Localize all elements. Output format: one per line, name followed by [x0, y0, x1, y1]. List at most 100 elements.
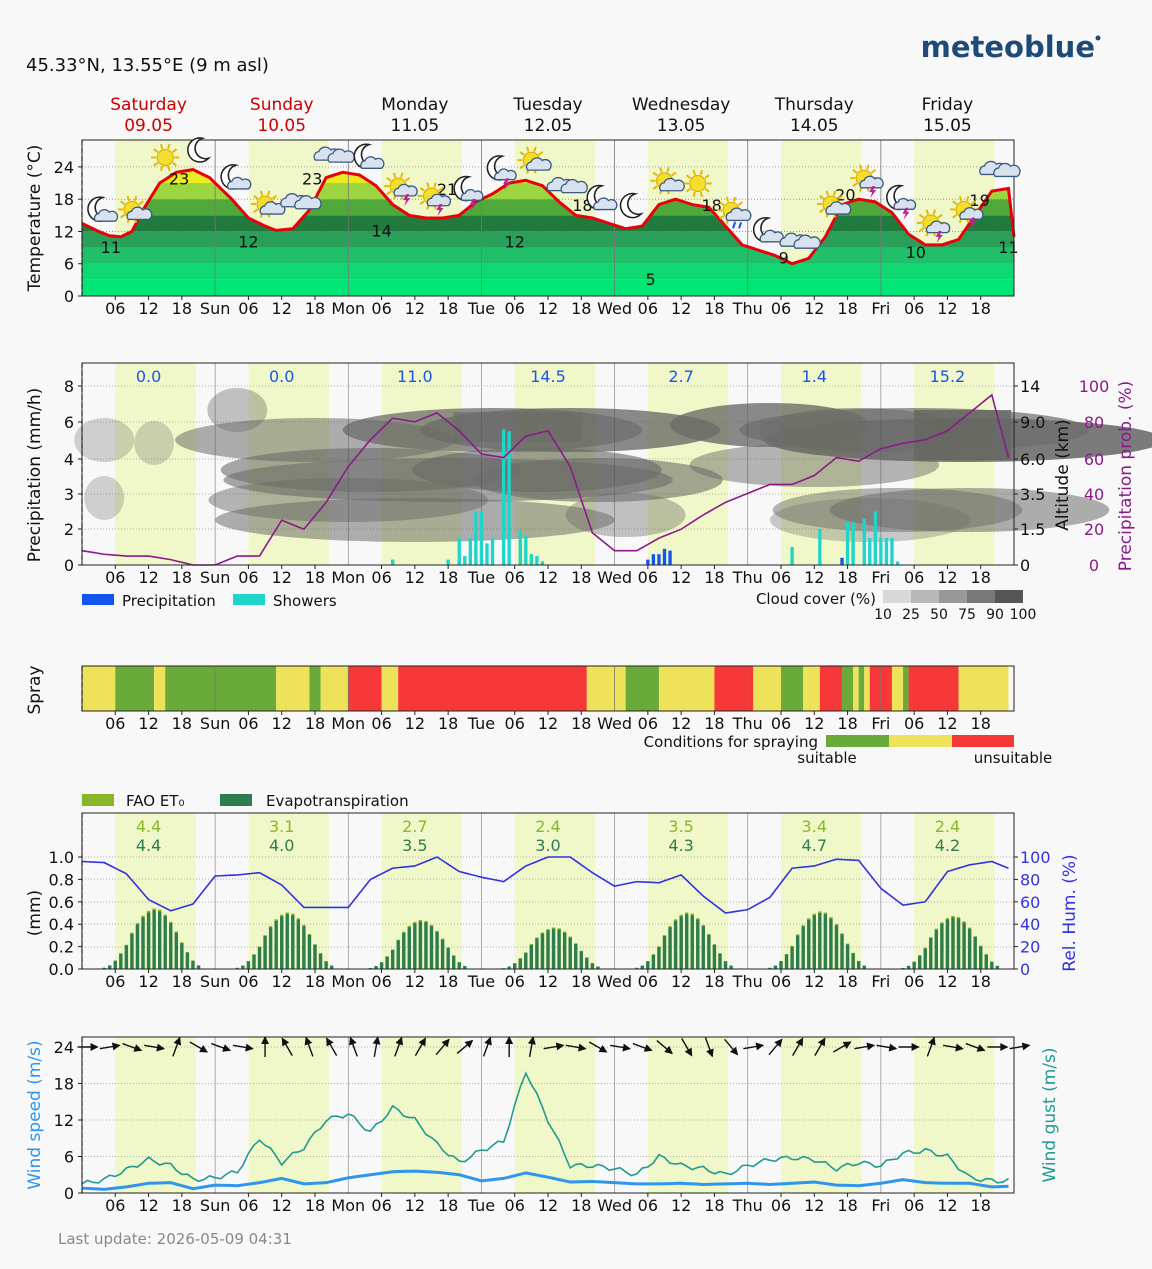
rh-tick-label: 0 [1020, 960, 1030, 979]
arrow-head [261, 1036, 270, 1044]
x-day-label: Fri [871, 714, 890, 733]
cloud-legend-tick: 50 [930, 607, 948, 623]
daily-precip-total: 0.0 [269, 367, 294, 386]
wind-direction-arrow [610, 1043, 631, 1052]
x-tick-label: 18 [971, 714, 991, 733]
sun-ray [918, 227, 925, 232]
x-day-label: Thu [732, 299, 763, 318]
rh-tick-label: 20 [1020, 938, 1040, 957]
evapotranspiration-bar [840, 934, 844, 969]
sun-ray [858, 164, 863, 170]
daylight-band [781, 1037, 862, 1193]
weather-icon-sun-storm [850, 164, 884, 199]
wind-direction-arrow [281, 1037, 293, 1057]
evapotranspiration-bar [768, 967, 772, 969]
min-temp-label: 12 [505, 232, 525, 251]
cloud-icon [859, 175, 884, 189]
x-tick-label: 12 [937, 568, 957, 587]
arrow-head [598, 1045, 608, 1053]
evapotranspiration-bar [562, 932, 567, 969]
evapotranspiration-bar [990, 961, 994, 969]
rh-tick-label: 100 [1020, 848, 1051, 867]
weather-icon-sun-rain [717, 196, 752, 229]
evapotranspiration-bar [557, 929, 561, 969]
alt-tick-label: 14 [1020, 377, 1040, 396]
sun-ray [704, 174, 710, 179]
wind-direction-arrow [304, 1036, 314, 1057]
showers-bar [879, 538, 883, 565]
daylight-band [914, 1037, 995, 1193]
evapotranspiration-bar [901, 967, 905, 969]
weather-icon-sun-cloud [816, 190, 852, 218]
evapotranspiration-bar [696, 919, 700, 969]
y-tick-label: 12 [54, 222, 74, 241]
cloud-icon [893, 197, 917, 210]
x-tick-label: 18 [971, 568, 991, 587]
temperature-band [82, 247, 1014, 264]
sun-ray [438, 186, 444, 192]
x-tick-label: 06 [238, 568, 258, 587]
showers-bar [479, 511, 484, 565]
sun-ray [692, 191, 696, 198]
evapotranspiration-bar [718, 953, 722, 969]
x-tick-label: 18 [438, 568, 458, 587]
evapotranspiration-bar [729, 965, 733, 969]
arrow-head [349, 1036, 357, 1046]
x-tick-label: 06 [638, 1196, 658, 1215]
cloud-icon [294, 195, 322, 210]
arrow-head [245, 1043, 254, 1052]
evapotranspiration-bar [263, 936, 267, 969]
spray-segment-bad [819, 666, 843, 711]
arrow-head [643, 1044, 653, 1052]
showers-bar [884, 538, 889, 565]
x-tick-label: 18 [837, 714, 857, 733]
daylight-band [914, 363, 995, 565]
evapotranspiration-bar [413, 923, 417, 969]
lightning-icon [969, 217, 977, 230]
showers-bar [474, 511, 478, 565]
wind-direction-arrow [456, 1039, 474, 1054]
x-tick-label: 12 [937, 714, 957, 733]
temperature-line [81, 168, 1016, 266]
wind-direction-arrow [588, 1041, 608, 1053]
y-tick-label: 3 [64, 485, 74, 504]
x-day-label: Sun [200, 714, 230, 733]
spray-segment-bad [714, 666, 754, 711]
evapotranspiration-bar [407, 927, 411, 969]
weather-icon-moon-storm [886, 184, 917, 220]
weather-icon-cloud [546, 176, 588, 194]
sun-ray [958, 195, 963, 202]
x-tick-label: 12 [538, 568, 558, 587]
max-temp-label: 23 [302, 169, 322, 188]
arrow-head [90, 1043, 99, 1051]
x-day-label: Mon [331, 568, 365, 587]
x-tick-label: 06 [904, 714, 924, 733]
arrow-head [304, 1036, 313, 1046]
daily-evapotranspiration: 4.4 [136, 836, 161, 855]
precipitation-bar [657, 554, 661, 565]
evapotranspiration-bar [429, 926, 434, 969]
brand-logo-mark [1095, 35, 1101, 41]
sun-ray [259, 190, 264, 196]
x-tick-label: 06 [904, 299, 924, 318]
arrow-head [156, 1043, 165, 1052]
wind-direction-arrow [189, 1041, 209, 1053]
evapotranspiration-bar [102, 967, 106, 969]
evapotranspiration-bar [130, 933, 134, 969]
evapotranspiration-bar [391, 949, 395, 969]
wind-direction-arrow [681, 1037, 693, 1057]
wind-direction-arrow [854, 1042, 876, 1051]
evapotranspiration-bar [851, 953, 855, 969]
x-tick-label: 06 [904, 568, 924, 587]
evapotranspiration-bar [396, 940, 400, 969]
cloud-icon [825, 201, 852, 215]
x-day-label: Mon [331, 714, 365, 733]
x-tick-label: 12 [804, 1196, 824, 1215]
day-date: 09.05 [124, 116, 173, 136]
max-temp-label: 20 [835, 185, 855, 204]
cloud-cell [215, 498, 615, 542]
x-tick-label: 12 [671, 568, 691, 587]
arrow-head [372, 1036, 381, 1045]
evapotranspiration-bar [313, 944, 317, 969]
evapotranspiration-bar [657, 947, 661, 969]
